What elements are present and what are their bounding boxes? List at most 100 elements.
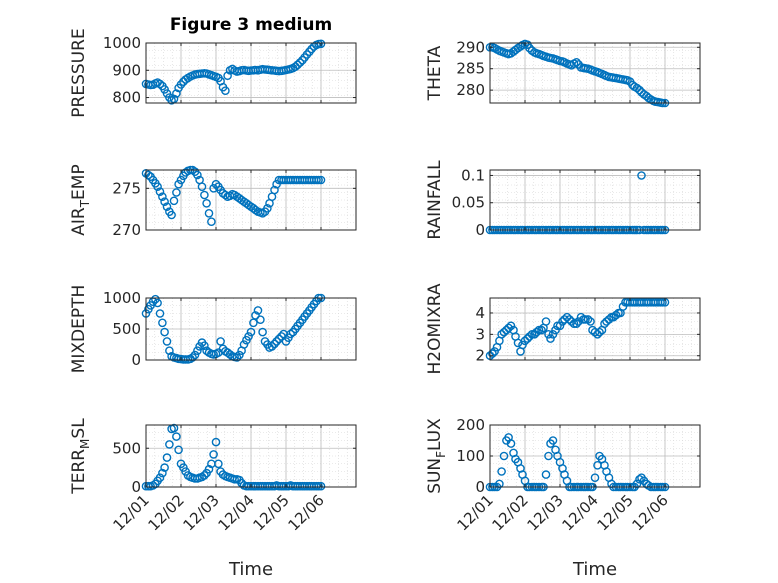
x-tick-label: 12/02 (145, 491, 188, 534)
data-point (249, 318, 258, 328)
data-point (200, 471, 209, 480)
data-point (635, 474, 644, 484)
data-point (144, 170, 153, 180)
data-point (295, 58, 305, 67)
data-point (316, 175, 326, 185)
data-point (314, 481, 323, 491)
data-point (155, 473, 165, 483)
data-point (286, 329, 295, 339)
y-tick-label: 275 (112, 179, 141, 197)
data-point (523, 334, 532, 343)
data-point (525, 43, 534, 53)
data-point (611, 310, 621, 320)
data-point (188, 353, 197, 362)
series-markers (485, 297, 670, 361)
data-point (314, 175, 323, 185)
y-axis-label: RAINFALL (425, 160, 445, 240)
y-tick-label: 500 (112, 320, 141, 338)
data-point (167, 210, 176, 220)
y-tick-label: 285 (456, 60, 485, 78)
x-tick-label: 12/05 (594, 491, 637, 534)
series-markers (141, 39, 326, 105)
data-point (204, 464, 214, 474)
data-point (246, 327, 256, 337)
data-point (174, 445, 183, 455)
data-point (637, 171, 646, 180)
figure-title: Figure 3 medium (170, 15, 332, 35)
data-point (155, 309, 165, 318)
data-point (272, 179, 281, 189)
data-point (172, 432, 181, 441)
data-point (244, 332, 253, 341)
data-point (527, 329, 537, 339)
data-point (253, 306, 263, 315)
data-point (251, 311, 260, 320)
data-point (165, 440, 174, 449)
y-axis-label: H2OMIXRA (425, 283, 445, 374)
data-point (541, 317, 551, 326)
data-point (532, 327, 541, 337)
data-point (316, 39, 326, 49)
data-point (153, 182, 162, 191)
data-point (232, 353, 242, 362)
subplot-terr_msl: 0 500 TERRMSL 12/0112/0212/0312/0412/0512/0… (69, 418, 357, 580)
subplot-h2omixra: 2 3 4 H2OMIXRA (425, 283, 701, 375)
data-point (239, 340, 249, 349)
data-point (569, 319, 579, 329)
data-point (169, 196, 179, 206)
data-point (160, 463, 169, 472)
y-tick-label: 900 (112, 61, 141, 79)
series-markers (141, 293, 326, 364)
y-tick-label: 0.05 (452, 194, 485, 212)
data-point (293, 60, 302, 70)
data-point (590, 473, 600, 483)
data-point (548, 436, 558, 445)
subplot-air_temp: 270 275 AIRTEMP (69, 164, 357, 239)
data-point (235, 350, 244, 360)
y-axis-label: AIRTEMP (69, 164, 92, 235)
data-point (158, 318, 167, 328)
x-tick-label: 12/04 (559, 491, 602, 534)
data-point (209, 450, 218, 459)
data-point (658, 297, 667, 307)
data-point (586, 317, 595, 326)
data-point (211, 437, 221, 447)
data-point (174, 179, 183, 189)
x-axis-label: Time (228, 559, 273, 580)
y-tick-label: 0 (131, 478, 141, 496)
data-point (572, 58, 581, 67)
data-point (555, 321, 565, 331)
y-axis-label: THETA (425, 45, 445, 101)
data-point (162, 202, 172, 211)
y-tick-label: 4 (475, 304, 485, 322)
data-point (520, 336, 530, 346)
subplot-theta: 280 285 290 THETA (425, 38, 701, 108)
y-tick-label: 100 (456, 447, 485, 465)
y-tick-label: 2 (475, 347, 485, 365)
y-tick-label: 290 (456, 38, 485, 56)
y-axis-label: MIXDEPTH (69, 285, 89, 374)
data-point (202, 198, 211, 208)
data-point (221, 86, 230, 95)
y-tick-label: 280 (456, 81, 485, 99)
y-tick-label: 3 (475, 325, 485, 343)
data-point (190, 350, 200, 360)
data-point (600, 319, 609, 329)
x-tick-label: 12/04 (215, 491, 258, 534)
series-markers (141, 423, 326, 491)
data-point (504, 323, 513, 333)
y-axis-label: SUNFLUX (425, 418, 448, 494)
data-point (225, 350, 235, 359)
data-point (544, 451, 553, 461)
y-tick-label: 0 (131, 351, 141, 369)
series-markers (485, 39, 670, 108)
y-tick-label: 200 (456, 416, 485, 434)
x-tick-label: 12/05 (250, 491, 293, 534)
x-tick-label: 12/01 (110, 491, 153, 534)
data-point (158, 468, 167, 478)
data-point (581, 315, 590, 324)
subplot-mixdepth: 0 500 1000 MIXDEPTH (69, 285, 357, 374)
y-tick-label: 800 (112, 89, 141, 107)
data-point (562, 312, 572, 322)
